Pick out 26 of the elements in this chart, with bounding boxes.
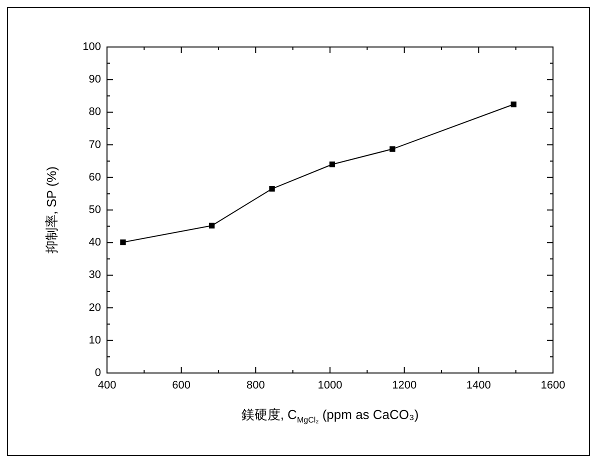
point (269, 186, 275, 192)
y-tick-label: 90 (88, 74, 101, 86)
y-tick-label: 50 (88, 204, 101, 216)
point (329, 162, 336, 168)
x-tick-label: 1400 (466, 380, 491, 392)
y-tick-label: 60 (88, 171, 101, 184)
y-tick-label: 20 (88, 302, 101, 314)
x-tick-label: 800 (246, 380, 265, 392)
x-tick-label: 1200 (392, 380, 417, 392)
x-tick-label: 400 (98, 380, 116, 392)
y-tick-label: 100 (82, 41, 101, 54)
y-tick-label: 0 (94, 367, 101, 380)
y-tick-label: 10 (88, 334, 101, 346)
x-tick-label: 1600 (540, 380, 566, 392)
y-tick-label: 80 (88, 106, 101, 118)
y-tick-label: 30 (88, 269, 101, 282)
point (208, 222, 215, 228)
x-tick-label: 600 (172, 380, 191, 392)
y-tick-label: 70 (88, 138, 101, 151)
point (510, 102, 516, 108)
x-axis-title: 鎂硬度, C$_{MgCl₂}$ (ppm as CaCO₃) (241, 406, 419, 425)
y-axis-title: 抑制率, SP (%) (43, 166, 60, 254)
y-tick-label: 40 (88, 236, 101, 249)
point (120, 239, 126, 246)
x-tick-label: 1000 (318, 380, 342, 392)
point (390, 146, 396, 152)
